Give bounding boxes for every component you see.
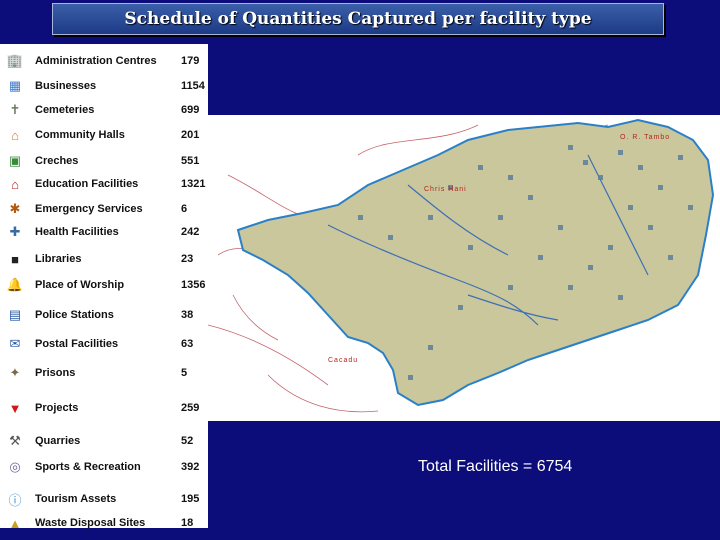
facility-label: Tourism Assets — [35, 493, 117, 505]
prison-icon: ✦ — [9, 365, 21, 380]
legend-row: ⌂ Community Halls 201 — [0, 125, 208, 145]
map-label-chris-hani: Chris Hani — [424, 186, 467, 193]
pickaxe-icon: ⚒ — [9, 433, 21, 448]
facility-count: 201 — [181, 129, 200, 141]
legend-row: 🏢 Administration Centres 179 — [0, 51, 208, 71]
legend-row: ▲ Waste Disposal Sites 18 — [0, 513, 208, 533]
facility-label: Administration Centres — [35, 55, 157, 67]
facility-count: 179 — [181, 55, 200, 67]
legend-row: ✚ Health Facilities 242 — [0, 222, 208, 242]
legend-row: ▦ Businesses 1154 — [0, 76, 208, 96]
business-icon: ▦ — [8, 78, 22, 93]
facility-label: Prisons — [35, 367, 76, 379]
facility-map: O. R. Tambo Chris Hani Cacadu — [208, 115, 720, 421]
facility-legend: 🏢 Administration Centres 179 ▦ Businesses 11… — [0, 44, 208, 531]
facility-count: 1321 — [181, 178, 206, 190]
legend-row: ⚒ Quarries 52 — [0, 431, 208, 451]
legend-row: ▣ Creches 551 — [0, 151, 208, 171]
facility-count: 1154 — [181, 80, 205, 92]
facility-label: Community Halls — [35, 129, 125, 141]
facility-count: 38 — [181, 309, 194, 321]
facility-label: Education Facilities — [35, 178, 139, 190]
facility-label: Police Stations — [35, 309, 114, 321]
facility-count: 699 — [181, 104, 200, 116]
legend-row: ◎ Sports & Recreation 392 — [0, 457, 208, 477]
facility-label: Libraries — [35, 253, 82, 265]
community-hall-icon: ⌂ — [11, 127, 19, 143]
map-region — [236, 118, 715, 407]
school-icon: ⌂ — [11, 176, 19, 192]
page-title: Schedule of Quantities Captured per faci… — [124, 9, 592, 29]
map-rivers — [327, 154, 649, 326]
total-facilities: Total Facilities = 6754 — [418, 458, 573, 475]
legend-row: 🔔 Place of Worship 1356 — [0, 275, 208, 295]
map-facility-markers — [358, 145, 693, 380]
emergency-icon: ✱ — [9, 201, 21, 216]
title-banner: Schedule of Quantities Captured per faci… — [52, 3, 664, 35]
creche-icon: ▣ — [8, 153, 22, 168]
facility-label: Waste Disposal Sites — [35, 517, 146, 529]
facility-label: Postal Facilities — [35, 338, 119, 350]
facility-label: Creches — [35, 155, 79, 167]
legend-row: ⓘ Tourism Assets 195 — [0, 489, 208, 509]
facility-label: Projects — [35, 402, 79, 414]
legend-row: ✉ Postal Facilities 63 — [0, 334, 208, 354]
map-label-cacadu: Cacadu — [328, 357, 358, 364]
legend-row: ▼ Projects 259 — [0, 398, 208, 418]
bell-icon: 🔔 — [6, 277, 24, 292]
map-labels: O. R. Tambo Chris Hani Cacadu — [328, 134, 670, 364]
facility-label: Businesses — [35, 80, 97, 92]
legend-row: ⌂ Education Facilities 1321 — [0, 174, 208, 194]
facility-count: 1356 — [181, 279, 206, 291]
facility-count: 5 — [181, 367, 188, 379]
facility-label: Cemeteries — [35, 104, 95, 116]
info-icon: ⓘ — [8, 492, 22, 508]
office-building-icon: 🏢 — [6, 53, 24, 68]
library-icon: ■ — [11, 251, 19, 267]
waste-icon: ▲ — [8, 515, 22, 531]
legend-row: ✱ Emergency Services 6 — [0, 199, 208, 219]
facility-count: 23 — [181, 253, 194, 265]
facility-count: 52 — [181, 435, 194, 447]
facility-label: Sports & Recreation — [35, 461, 141, 473]
facility-count: 18 — [181, 517, 194, 529]
facility-count: 242 — [181, 226, 200, 238]
facility-count: 259 — [181, 402, 200, 414]
legend-row: ■ Libraries 23 — [0, 249, 208, 269]
facility-count: 63 — [181, 338, 194, 350]
pin-icon: ▼ — [8, 400, 22, 416]
facility-label: Emergency Services — [35, 203, 143, 215]
police-icon: ▤ — [8, 307, 22, 322]
health-icon: ✚ — [9, 224, 21, 239]
facility-count: 195 — [181, 493, 200, 505]
legend-row: ✦ Prisons 5 — [0, 363, 208, 383]
facility-label: Place of Worship — [35, 279, 125, 291]
facility-label: Quarries — [35, 435, 81, 447]
facility-count: 6 — [181, 203, 188, 215]
facility-count: 392 — [181, 461, 200, 473]
cemetery-icon: ✝ — [9, 102, 21, 117]
legend-row: ▤ Police Stations 38 — [0, 305, 208, 325]
post-icon: ✉ — [9, 336, 21, 351]
sports-icon: ◎ — [9, 459, 21, 474]
map-label-or-tambo: O. R. Tambo — [620, 134, 670, 141]
legend-row: ✝ Cemeteries 699 — [0, 100, 208, 120]
facility-label: Health Facilities — [35, 226, 119, 238]
facility-count: 551 — [181, 155, 200, 167]
